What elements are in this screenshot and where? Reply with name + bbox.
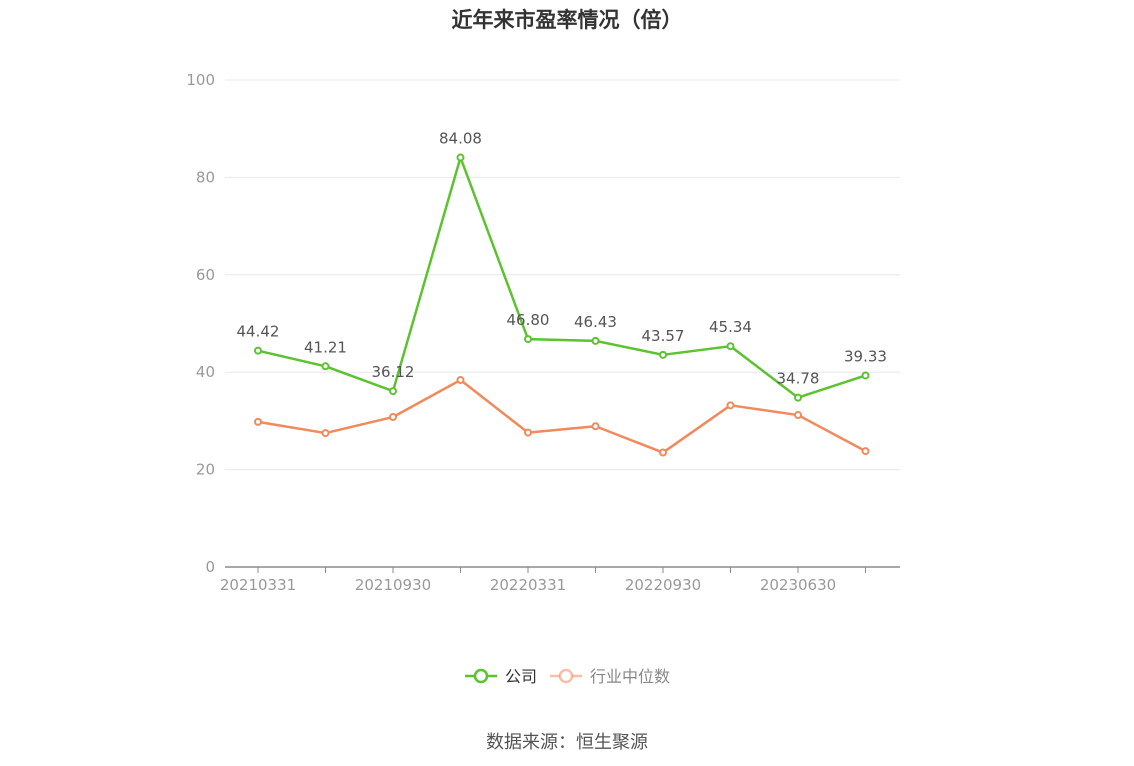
data-point[interactable] [794, 393, 802, 402]
data-label: 46.43 [574, 313, 617, 331]
y-tick-label: 60 [196, 266, 215, 284]
y-tick-label: 40 [196, 363, 215, 381]
data-point[interactable] [726, 401, 735, 410]
series-lines [254, 153, 870, 457]
data-label: 46.80 [507, 311, 550, 329]
data-labels: 44.42 41.21 36.12 84.08 46.80 46.43 43.57 45.34… [237, 130, 887, 388]
data-point[interactable] [524, 335, 532, 344]
data-label: 41.21 [304, 338, 347, 356]
axes: 0 20 40 60 80 100 20210331 20210930 20220331 2022… [186, 71, 900, 594]
series-line-1 [257, 378, 867, 454]
data-label: 34.78 [777, 370, 820, 388]
source-note: 数据来源：恒生聚源 [486, 732, 648, 753]
data-label: 39.33 [844, 347, 887, 365]
data-point[interactable] [389, 413, 397, 422]
data-point[interactable] [524, 428, 532, 437]
y-tick-label: 0 [205, 558, 215, 576]
x-tick-label: 20220930 [625, 576, 701, 594]
data-point[interactable] [726, 342, 735, 351]
data-point[interactable] [659, 448, 667, 457]
data-point[interactable] [389, 387, 397, 396]
data-label: 36.12 [372, 363, 415, 381]
data-point[interactable] [591, 336, 600, 345]
legend-item-1[interactable]: 行业中位数 [550, 667, 670, 686]
x-tick-label: 20230630 [760, 576, 836, 594]
legend[interactable]: 公司 行业中位数 [465, 667, 670, 686]
data-point[interactable] [456, 153, 465, 162]
data-label: 45.34 [709, 318, 752, 336]
x-tick-label: 20210331 [220, 576, 296, 594]
series-line-0 [257, 156, 866, 399]
legend-circle-icon [558, 668, 574, 684]
x-tick-label: 20210930 [355, 576, 431, 594]
data-point[interactable] [591, 422, 600, 431]
legend-circle-icon [473, 668, 489, 684]
y-tick-label: 80 [196, 168, 215, 186]
legend-label: 公司 [505, 667, 537, 686]
data-point[interactable] [456, 375, 465, 384]
legend-label: 行业中位数 [590, 667, 670, 686]
grid-lines [225, 79, 900, 471]
y-tick-label: 20 [196, 461, 215, 479]
chart-title: 近年来市盈率情况（倍） [451, 8, 683, 32]
data-point[interactable] [659, 350, 667, 359]
data-point[interactable] [861, 371, 870, 380]
data-point[interactable] [321, 429, 330, 438]
data-point[interactable] [794, 411, 802, 420]
y-tick-label: 100 [186, 71, 215, 89]
x-tick-label: 20220331 [490, 576, 566, 594]
data-label: 84.08 [439, 130, 482, 148]
legend-item-0[interactable]: 公司 [465, 667, 537, 686]
data-label: 43.57 [642, 327, 685, 345]
data-point[interactable] [254, 417, 262, 426]
data-label: 44.42 [237, 323, 280, 341]
data-point[interactable] [254, 346, 262, 355]
data-point[interactable] [321, 362, 330, 371]
data-point[interactable] [861, 447, 870, 456]
